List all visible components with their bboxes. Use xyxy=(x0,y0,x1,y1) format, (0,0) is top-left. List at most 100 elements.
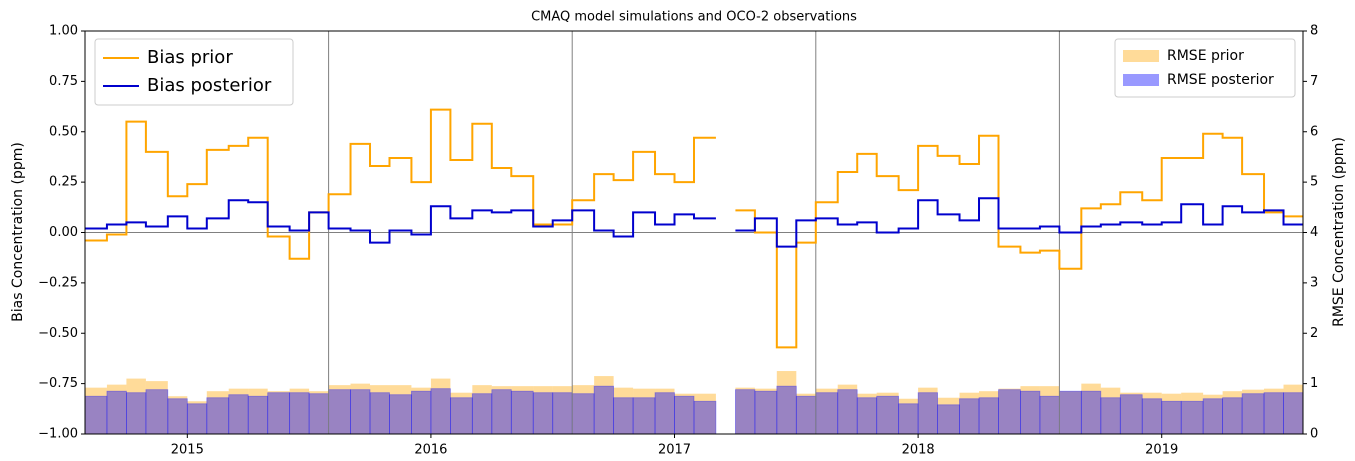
legend-box xyxy=(1114,38,1296,98)
rmse-bar xyxy=(1059,391,1082,434)
rmse-bar xyxy=(411,387,431,434)
rmse-bar xyxy=(856,397,878,435)
x-tick-label: 2016 xyxy=(414,443,447,458)
y-tick-label: 0.00 xyxy=(49,225,78,240)
rmse-bar xyxy=(959,392,980,434)
y2-tick-label: 6 xyxy=(1310,124,1318,139)
rmse-bar xyxy=(1100,387,1121,434)
rmse-bar xyxy=(735,389,756,435)
legend-label: RMSE posterior xyxy=(1167,72,1274,88)
rmse-bar xyxy=(552,386,573,434)
rmse-bar xyxy=(472,385,492,434)
rmse-bar xyxy=(1242,389,1265,434)
y-tick-label: 1.00 xyxy=(49,24,78,39)
x-tick-label: 2018 xyxy=(902,443,935,458)
rmse-bar xyxy=(876,395,900,435)
rmse-bar xyxy=(450,392,473,434)
y2-tick-label: 8 xyxy=(1310,24,1318,39)
y2-tick-label: 3 xyxy=(1310,275,1318,290)
rmse-bar xyxy=(228,394,249,435)
rmse-bar xyxy=(187,401,207,434)
chart-title: CMAQ model simulations and OCO-2 observa… xyxy=(531,10,857,25)
rmse-bar xyxy=(511,386,534,434)
rmse-bar xyxy=(571,393,595,435)
rmse-bar xyxy=(328,385,351,434)
rmse-bar xyxy=(389,394,412,435)
rmse-bar xyxy=(369,392,390,435)
rmse-bar xyxy=(1080,390,1102,435)
y-tick-label: −0.25 xyxy=(38,275,78,290)
rmse-bar xyxy=(1203,394,1223,434)
x-tick-label: 2017 xyxy=(658,443,691,458)
rmse-bar xyxy=(998,388,1021,434)
y2-tick-label: 5 xyxy=(1310,175,1318,190)
y-tick-label: −0.50 xyxy=(38,326,78,341)
rmse-bar xyxy=(1202,398,1224,435)
y2-tick-label: 2 xyxy=(1310,326,1318,341)
rmse-bar xyxy=(106,390,127,435)
rmse-bar xyxy=(655,388,675,434)
rmse-bar xyxy=(1283,392,1304,435)
rmse-bar xyxy=(815,388,838,434)
rmse-bar xyxy=(510,390,534,435)
rmse-bar xyxy=(593,385,615,435)
rmse-bar xyxy=(449,397,473,435)
x-tick-label: 2015 xyxy=(171,443,204,458)
y2-tick-label: 7 xyxy=(1310,74,1318,89)
rmse-bar xyxy=(876,392,899,434)
rmse-bar xyxy=(430,378,451,434)
rmse-bar xyxy=(491,386,512,434)
rmse-bar xyxy=(145,381,168,434)
rmse-bar xyxy=(857,393,877,434)
rmse-bar xyxy=(106,384,127,434)
y-axis-label: Bias Concentration (ppm) xyxy=(10,142,26,322)
rmse-bar xyxy=(1263,392,1284,435)
rmse-bar xyxy=(918,387,938,434)
rmse-bar xyxy=(633,388,656,434)
rmse-bar xyxy=(267,391,290,434)
y2-axis-label: RMSE Concentration (ppm) xyxy=(1331,137,1347,327)
rmse-bar xyxy=(430,388,451,435)
rmse-bar xyxy=(998,389,1021,435)
rmse-bar xyxy=(735,387,755,434)
rmse-bar xyxy=(937,404,960,435)
y-tick-label: −0.75 xyxy=(38,376,78,391)
rmse-bar xyxy=(1100,397,1121,435)
rmse-bar xyxy=(1142,392,1162,434)
rmse-bar xyxy=(837,384,858,434)
rmse-bar xyxy=(84,395,108,435)
rmse-bar xyxy=(613,397,634,435)
y-tick-label: 0.75 xyxy=(49,74,78,89)
rmse-bar xyxy=(1020,386,1040,434)
rmse-bar xyxy=(694,393,716,434)
legend-label: Bias posterior xyxy=(147,75,272,96)
rmse-bar xyxy=(796,393,816,434)
legend-label: RMSE prior xyxy=(1167,48,1244,64)
rmse-bar xyxy=(552,392,573,435)
rmse-bar xyxy=(693,400,717,435)
rmse-bar xyxy=(167,398,188,435)
rmse-bar xyxy=(289,392,310,435)
rmse-bar xyxy=(674,395,695,435)
rmse-bar xyxy=(309,391,329,434)
rmse-bar xyxy=(959,398,980,435)
rmse-bar xyxy=(186,403,208,435)
rmse-bar xyxy=(795,395,817,435)
rmse-bar xyxy=(1161,393,1182,434)
legend-swatch xyxy=(1123,74,1159,86)
rmse-bar xyxy=(370,385,390,434)
rmse-bar xyxy=(754,390,778,435)
legend-swatch xyxy=(1123,50,1159,62)
rmse-bar xyxy=(533,386,553,434)
rmse-bar xyxy=(206,391,229,434)
rmse-bar xyxy=(247,395,269,435)
rmse-bar xyxy=(167,396,188,434)
rmse-bar xyxy=(1039,395,1060,435)
rmse-bar xyxy=(1181,392,1204,434)
rmse-bar xyxy=(917,392,938,435)
rmse-bar xyxy=(1180,400,1204,435)
rmse-bar xyxy=(754,388,777,434)
rmse-bar xyxy=(837,389,858,435)
rmse-bar xyxy=(1059,390,1082,435)
rmse-bar xyxy=(1119,394,1143,435)
